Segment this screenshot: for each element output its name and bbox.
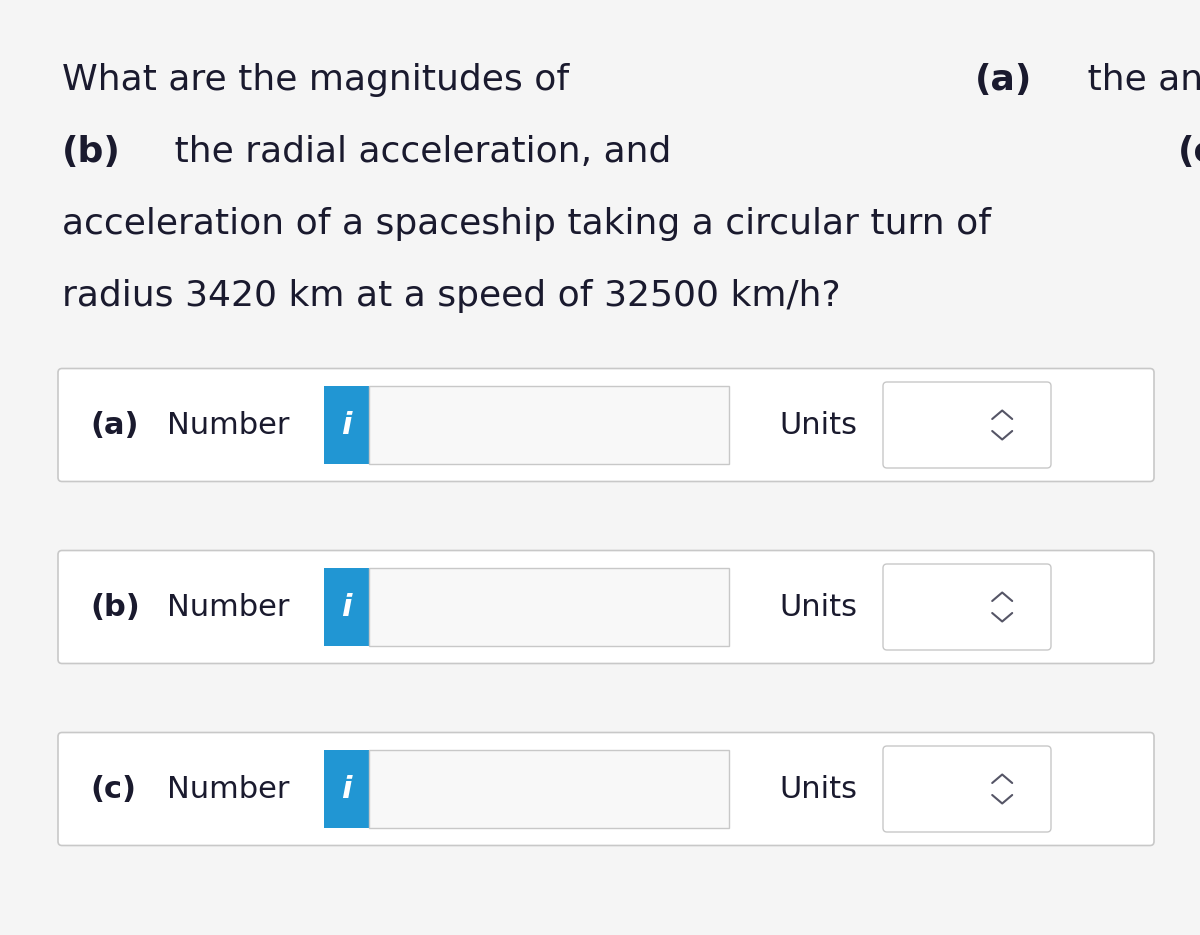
Text: What are the magnitudes of: What are the magnitudes of — [62, 63, 581, 97]
Text: (b): (b) — [62, 135, 121, 169]
Text: the angular velocity,: the angular velocity, — [1076, 63, 1200, 97]
FancyBboxPatch shape — [883, 564, 1051, 650]
FancyBboxPatch shape — [58, 732, 1154, 845]
FancyBboxPatch shape — [370, 386, 730, 464]
Text: (c): (c) — [90, 774, 136, 803]
Text: Number: Number — [167, 410, 289, 439]
Text: Units: Units — [779, 410, 857, 439]
Text: radius 3420 km at a speed of 32500 km/h?: radius 3420 km at a speed of 32500 km/h? — [62, 279, 841, 313]
FancyBboxPatch shape — [883, 382, 1051, 468]
Text: (c): (c) — [1177, 135, 1200, 169]
Text: (b): (b) — [90, 593, 139, 622]
Text: i: i — [341, 410, 352, 439]
Text: the radial acceleration, and: the radial acceleration, and — [163, 135, 683, 169]
FancyBboxPatch shape — [324, 386, 370, 464]
Text: Number: Number — [167, 774, 289, 803]
FancyBboxPatch shape — [370, 568, 730, 646]
Text: acceleration of a spaceship taking a circular turn of: acceleration of a spaceship taking a cir… — [62, 207, 991, 241]
Text: Units: Units — [779, 774, 857, 803]
Text: i: i — [341, 593, 352, 622]
Text: Number: Number — [167, 593, 289, 622]
Text: Units: Units — [779, 593, 857, 622]
FancyBboxPatch shape — [324, 750, 370, 828]
Text: (a): (a) — [90, 410, 138, 439]
Text: (a): (a) — [974, 63, 1032, 97]
FancyBboxPatch shape — [324, 568, 370, 646]
FancyBboxPatch shape — [58, 551, 1154, 664]
Text: i: i — [341, 774, 352, 803]
FancyBboxPatch shape — [58, 368, 1154, 482]
FancyBboxPatch shape — [370, 750, 730, 828]
FancyBboxPatch shape — [883, 746, 1051, 832]
